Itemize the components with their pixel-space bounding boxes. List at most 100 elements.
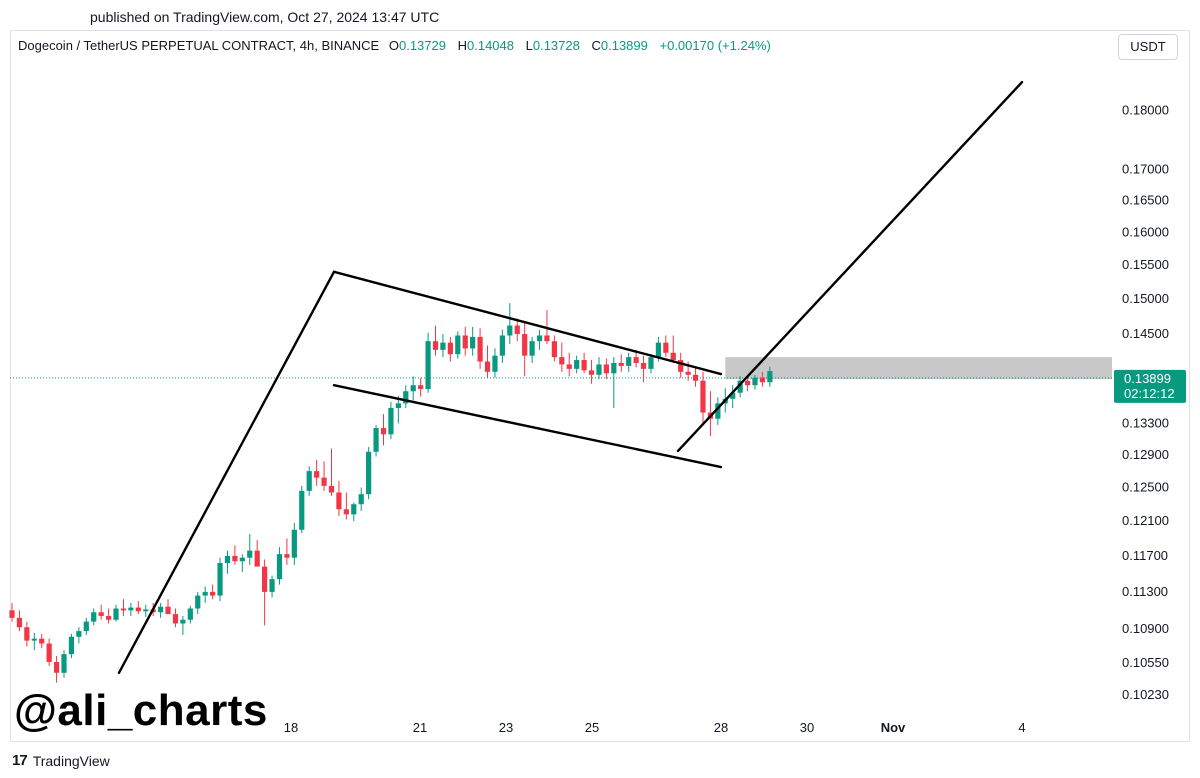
candle (53, 656, 60, 683)
candle (254, 540, 260, 567)
time-tick-label: 28 (714, 720, 728, 735)
candle-body (380, 428, 387, 435)
candle-body (336, 492, 342, 510)
candle-body (388, 407, 394, 435)
candle-body (46, 643, 52, 662)
price-tick-label: 0.10550 (1122, 655, 1169, 670)
currency-button[interactable]: USDT (1118, 34, 1178, 60)
candle-body (767, 371, 773, 383)
price-tick-label: 0.14500 (1122, 326, 1169, 341)
candle-body (61, 654, 67, 673)
candle-body (351, 504, 357, 515)
candles-layer (9, 303, 773, 683)
candle-body (314, 471, 320, 478)
candle-body (366, 451, 372, 495)
candle (128, 602, 134, 616)
candle-body (135, 607, 141, 612)
candle (462, 326, 468, 356)
resistance-zone (725, 357, 1112, 380)
candle-body (692, 374, 699, 381)
candle-body (128, 607, 134, 611)
candle (499, 329, 505, 363)
candle (670, 335, 676, 363)
candle-body (217, 563, 223, 596)
candle-body (462, 335, 468, 349)
candle (432, 325, 439, 356)
candle-body (581, 360, 587, 371)
candle-body (39, 638, 45, 644)
tradingview-footer[interactable]: 17 TradingView (12, 752, 110, 769)
candle (380, 414, 387, 446)
candle-body (232, 555, 238, 562)
price-tick-label: 0.12500 (1122, 480, 1169, 495)
candle-body (321, 477, 327, 486)
candle (195, 591, 201, 615)
candle (328, 448, 335, 496)
candle (559, 342, 565, 372)
candle (596, 357, 602, 380)
candle-body (663, 342, 669, 353)
candle-body (195, 595, 201, 609)
candle (715, 397, 721, 425)
candle-body (158, 606, 164, 613)
candle-body (759, 377, 766, 383)
candle (522, 321, 528, 377)
price-tick-label: 0.16000 (1122, 224, 1169, 239)
candle (269, 575, 275, 598)
candle (692, 367, 699, 387)
candle (366, 446, 372, 500)
candle-body (172, 614, 179, 624)
candle-body (566, 364, 572, 369)
candle (588, 360, 595, 384)
candle-body (588, 370, 595, 375)
candle (640, 355, 647, 383)
candle (447, 336, 453, 362)
time-tick-label: 25 (585, 720, 599, 735)
candle-body (744, 380, 751, 386)
candle-body (730, 392, 736, 399)
candle (514, 318, 520, 342)
candle (507, 303, 513, 345)
candle (373, 424, 379, 457)
time-tick-label: 18 (284, 720, 298, 735)
candle-body (715, 403, 721, 419)
candle (210, 584, 216, 600)
candle (16, 610, 23, 632)
candle-body (328, 485, 335, 493)
candle (351, 502, 357, 522)
candle-body (254, 550, 260, 567)
candle-body (291, 529, 297, 558)
candle (529, 336, 535, 363)
candle-body (432, 341, 439, 350)
price-tick-label: 0.10900 (1122, 621, 1169, 636)
candle (425, 332, 431, 393)
candle-body (752, 377, 758, 386)
candle (484, 345, 491, 378)
candle-body (737, 380, 743, 393)
price-tick-label: 0.15500 (1122, 257, 1169, 272)
candle-body (551, 341, 557, 358)
high-value: 0.14048 (467, 38, 514, 53)
candle (440, 334, 446, 358)
candle-body (611, 362, 617, 374)
candle (247, 534, 253, 565)
chart-frame (10, 30, 1190, 742)
candle (76, 627, 82, 644)
channel-upper-line (332, 270, 723, 376)
candle (626, 352, 632, 372)
candle (113, 604, 119, 622)
candle (105, 608, 112, 624)
candle (284, 538, 290, 565)
candle-body (373, 428, 379, 452)
candle-body (91, 612, 97, 622)
price-tick-label: 0.18000 (1122, 102, 1169, 117)
low-value: 0.13728 (532, 38, 580, 53)
candle (536, 329, 543, 350)
bar-countdown: 02:12:12 (1124, 386, 1175, 401)
candle-body (53, 661, 60, 673)
candle-body (522, 334, 528, 356)
candle-body (559, 357, 565, 365)
candle-body (544, 335, 550, 342)
